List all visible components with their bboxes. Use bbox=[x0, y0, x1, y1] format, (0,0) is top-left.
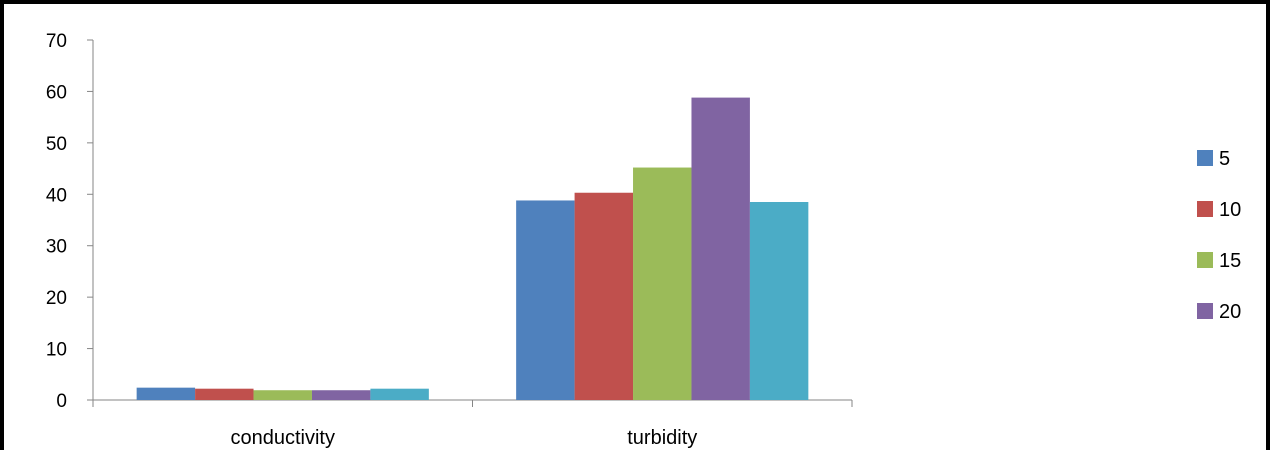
bar-15-turbidity bbox=[633, 167, 692, 400]
bar-series-5-turbidity bbox=[749, 202, 809, 400]
bar-20-turbidity bbox=[691, 97, 750, 400]
y-tick-label: 0 bbox=[56, 391, 67, 412]
bar-5-conductivity bbox=[136, 387, 196, 400]
bar-15-conductivity bbox=[253, 390, 312, 400]
legend-swatch-5 bbox=[1197, 150, 1213, 166]
y-tick-label: 40 bbox=[46, 185, 67, 206]
y-tick-label: 60 bbox=[46, 82, 67, 103]
y-tick-label: 70 bbox=[46, 31, 67, 52]
y-tick-label: 30 bbox=[46, 237, 67, 258]
legend-swatch-20 bbox=[1197, 303, 1213, 319]
y-tick-label: 10 bbox=[46, 340, 67, 361]
bar-20-conductivity bbox=[311, 390, 371, 400]
bars bbox=[136, 97, 809, 400]
legend-swatch-10 bbox=[1197, 201, 1213, 217]
y-tick-label: 20 bbox=[46, 288, 67, 309]
legend-label: 20 bbox=[1219, 301, 1241, 323]
x-axis: conductivity turbidity bbox=[92, 399, 853, 449]
legend-label: 5 bbox=[1219, 148, 1230, 170]
y-tick-label: 50 bbox=[46, 134, 67, 155]
legend-swatch-15 bbox=[1197, 252, 1213, 268]
legend: 5 10 15 20 bbox=[1197, 148, 1241, 323]
bar-10-turbidity bbox=[574, 192, 634, 400]
y-axis: 0 10 20 30 40 50 60 70 bbox=[46, 31, 94, 412]
legend-label: 15 bbox=[1219, 250, 1241, 272]
x-category-label: turbidity bbox=[627, 427, 697, 449]
bar-5-turbidity bbox=[516, 200, 575, 400]
legend-label: 10 bbox=[1219, 199, 1241, 221]
bar-series-5-conductivity bbox=[370, 388, 429, 400]
x-category-label: conductivity bbox=[231, 427, 336, 449]
bar-10-conductivity bbox=[195, 388, 254, 400]
